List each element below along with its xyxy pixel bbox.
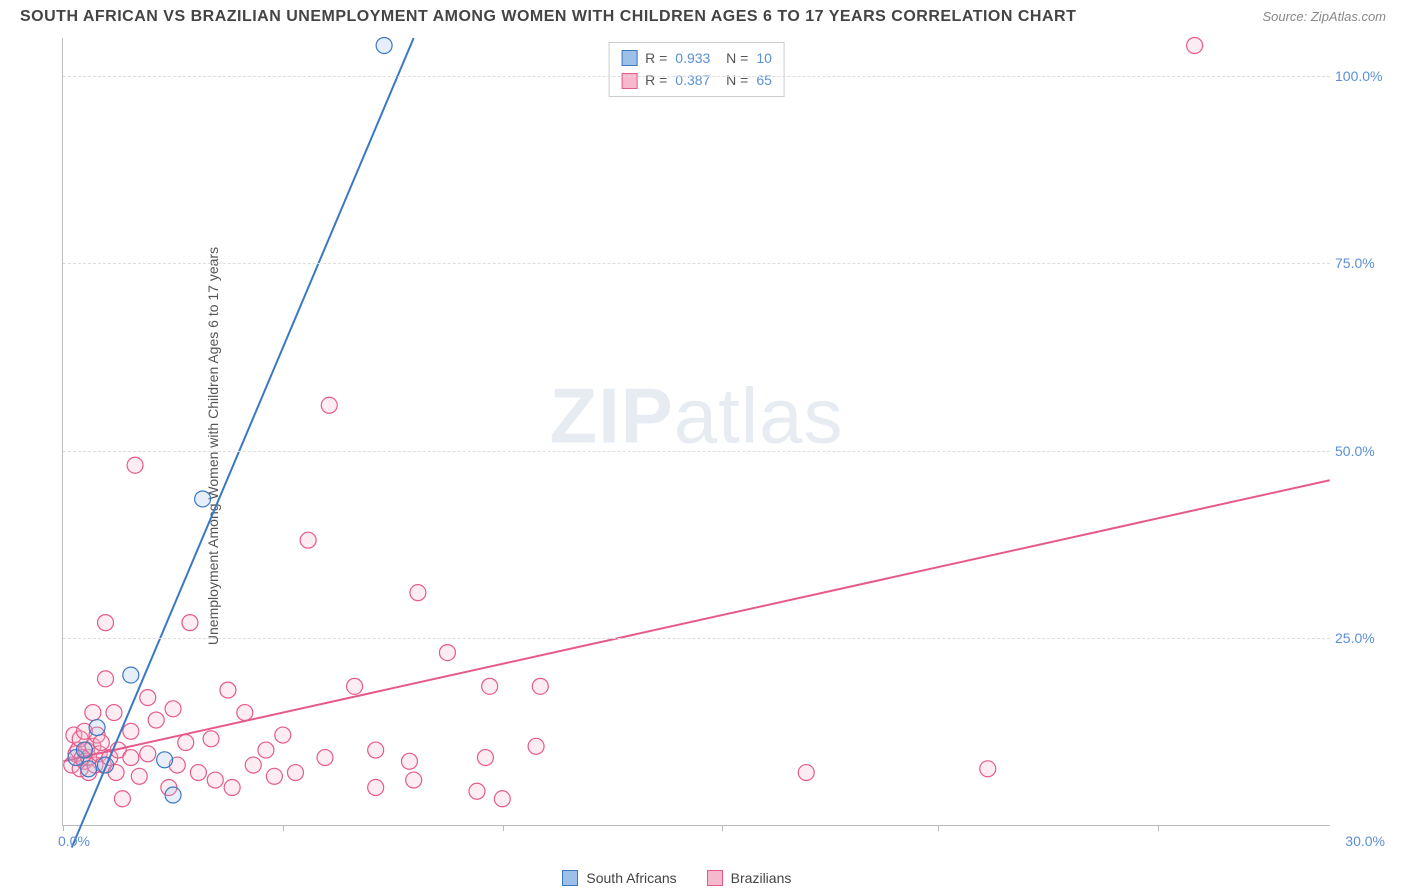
data-point <box>123 723 139 739</box>
trend-line <box>72 38 414 847</box>
data-point <box>190 765 206 781</box>
n-label: N = <box>718 69 748 91</box>
data-point <box>140 746 156 762</box>
trend-line <box>63 480 1329 761</box>
data-point <box>76 742 92 758</box>
legend-label-sa: South Africans <box>586 870 676 886</box>
data-point <box>300 532 316 548</box>
r-label: R = <box>645 47 667 69</box>
data-point <box>148 712 164 728</box>
x-tick <box>283 825 284 831</box>
data-point <box>98 615 114 631</box>
legend-swatch-br <box>707 870 723 886</box>
gridline <box>63 451 1330 452</box>
data-point <box>258 742 274 758</box>
data-point <box>494 791 510 807</box>
y-tick-label: 75.0% <box>1335 255 1390 271</box>
gridline <box>63 638 1330 639</box>
gridline <box>63 76 1330 77</box>
data-point <box>85 705 101 721</box>
data-point <box>482 678 498 694</box>
data-point <box>195 491 211 507</box>
source-attribution: Source: ZipAtlas.com <box>1262 9 1386 24</box>
data-point <box>224 780 240 796</box>
data-point <box>123 750 139 766</box>
r-label: R = <box>645 69 667 91</box>
data-point <box>528 738 544 754</box>
x-tick-label: 0.0% <box>58 833 90 849</box>
legend-item-sa: South Africans <box>562 870 676 886</box>
data-point <box>1187 38 1203 54</box>
chart-plot-area: ZIPatlas R = 0.933 N = 10 R = 0.387 N = … <box>62 38 1330 826</box>
x-tick-label: 30.0% <box>1345 833 1385 849</box>
data-point <box>401 753 417 769</box>
data-point <box>203 731 219 747</box>
data-point <box>123 667 139 683</box>
data-point <box>93 735 109 751</box>
data-point <box>532 678 548 694</box>
scatter-svg <box>63 38 1330 825</box>
data-point <box>131 768 147 784</box>
data-point <box>140 690 156 706</box>
y-tick-label: 100.0% <box>1335 68 1390 84</box>
y-tick-label: 50.0% <box>1335 443 1390 459</box>
x-tick <box>1158 825 1159 831</box>
r-value-sa: 0.933 <box>675 47 710 69</box>
data-point <box>81 761 97 777</box>
data-point <box>114 791 130 807</box>
data-point <box>245 757 261 773</box>
data-point <box>98 671 114 687</box>
data-point <box>980 761 996 777</box>
n-value-sa: 10 <box>756 47 772 69</box>
data-point <box>321 397 337 413</box>
data-point <box>368 742 384 758</box>
x-tick <box>503 825 504 831</box>
data-point <box>106 705 122 721</box>
data-point <box>220 682 236 698</box>
data-point <box>165 787 181 803</box>
data-point <box>127 457 143 473</box>
y-tick-label: 25.0% <box>1335 630 1390 646</box>
data-point <box>477 750 493 766</box>
chart-header: SOUTH AFRICAN VS BRAZILIAN UNEMPLOYMENT … <box>0 0 1406 30</box>
x-tick <box>63 825 64 831</box>
data-point <box>89 720 105 736</box>
data-point <box>798 765 814 781</box>
series-legend: South Africans Brazilians <box>562 870 791 886</box>
data-point <box>376 38 392 54</box>
data-point <box>469 783 485 799</box>
n-value-br: 65 <box>756 69 772 91</box>
x-tick <box>722 825 723 831</box>
data-point <box>347 678 363 694</box>
n-label: N = <box>718 47 748 69</box>
chart-title: SOUTH AFRICAN VS BRAZILIAN UNEMPLOYMENT … <box>20 8 1076 26</box>
correlation-legend: R = 0.933 N = 10 R = 0.387 N = 65 <box>608 42 785 97</box>
data-point <box>207 772 223 788</box>
data-point <box>182 615 198 631</box>
data-point <box>165 701 181 717</box>
legend-item-br: Brazilians <box>707 870 792 886</box>
data-point <box>368 780 384 796</box>
data-point <box>157 752 173 768</box>
data-point <box>410 585 426 601</box>
correlation-row-sa: R = 0.933 N = 10 <box>621 47 772 69</box>
legend-swatch-sa <box>562 870 578 886</box>
data-point <box>439 645 455 661</box>
gridline <box>63 263 1330 264</box>
x-tick <box>938 825 939 831</box>
data-point <box>178 735 194 751</box>
legend-label-br: Brazilians <box>731 870 792 886</box>
data-point <box>317 750 333 766</box>
data-point <box>275 727 291 743</box>
data-point <box>266 768 282 784</box>
correlation-row-br: R = 0.387 N = 65 <box>621 69 772 91</box>
data-point <box>406 772 422 788</box>
data-point <box>237 705 253 721</box>
r-value-br: 0.387 <box>675 69 710 91</box>
data-point <box>287 765 303 781</box>
swatch-sa <box>621 50 637 66</box>
